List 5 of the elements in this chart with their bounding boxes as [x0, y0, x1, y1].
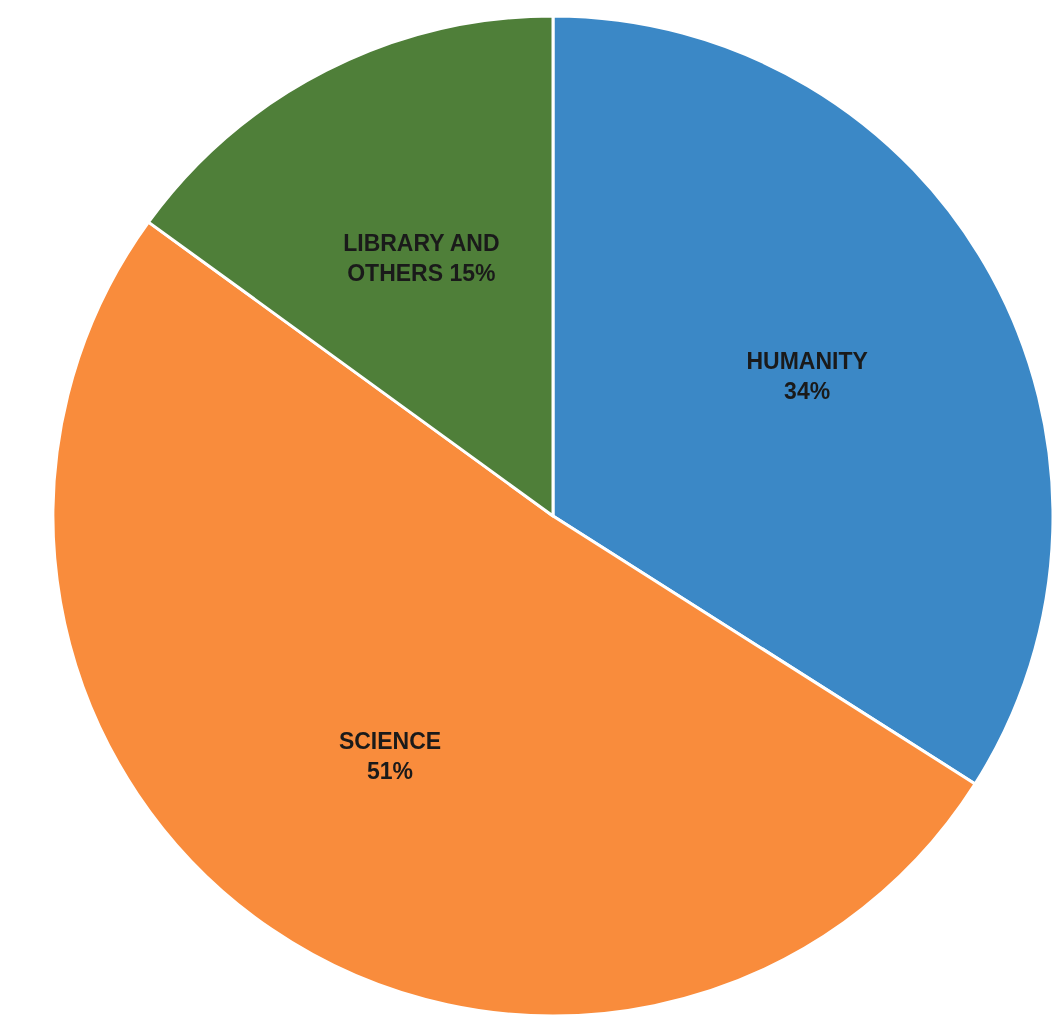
data-label: 34%: [784, 378, 831, 405]
slice-label: SCIENCE: [338, 727, 442, 754]
slice-label: LIBRARY AND OTHERS 15%: [343, 229, 500, 286]
slice-label: HUMANITY: [746, 348, 868, 375]
data-label: 51%: [366, 757, 414, 784]
